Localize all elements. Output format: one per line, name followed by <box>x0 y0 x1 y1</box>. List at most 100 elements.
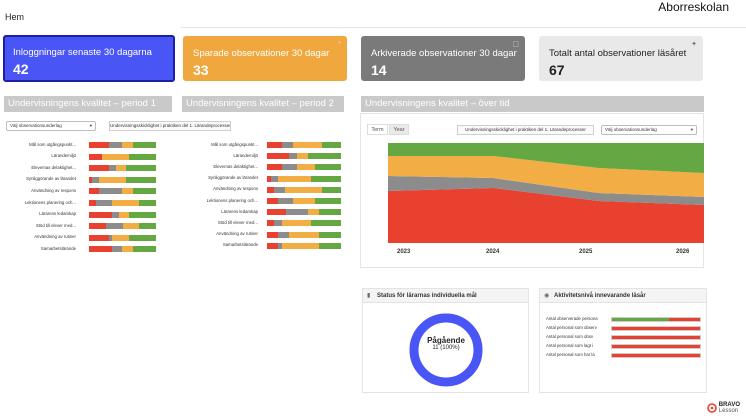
archived-observations-value: 14 <box>371 62 387 78</box>
period2-row-label: Mål som utgångspunkt... <box>211 141 258 147</box>
period2-stacked-bar[interactable] <box>267 231 341 238</box>
saved-observations-card[interactable]: Sparade observationer 30 dagar 33 ◔ <box>183 36 347 81</box>
archived-observations-card[interactable]: Arkiverade observationer 30 dagar 14 ▢ <box>361 36 525 81</box>
period1-observation-select[interactable]: Välj observationsunderlag ▾ <box>6 121 96 131</box>
period1-bar-segment-green <box>129 211 156 218</box>
period1-stacked-bar[interactable] <box>89 234 156 241</box>
period2-row-label: Lärarens ledarskap <box>221 208 258 214</box>
period2-row-label: Användning av rutiner <box>216 231 258 237</box>
activity-row-label: Antal personal som observ <box>546 325 597 330</box>
period1-stacked-bar[interactable] <box>89 176 156 183</box>
goals-center-value: 11 (100%) <box>432 345 460 351</box>
period1-bar-segment-green <box>139 200 156 206</box>
period1-bar-segment-orange <box>112 234 130 241</box>
saved-observations-icon: ◔ <box>336 40 341 47</box>
period2-bar-segment-gray <box>278 242 282 249</box>
period1-bar-segment-orange <box>122 188 133 195</box>
area-series-2[interactable] <box>388 156 704 197</box>
activity-bar[interactable] <box>611 352 701 358</box>
area-series-3[interactable] <box>388 143 704 173</box>
period2-stacked-bar[interactable] <box>267 209 341 216</box>
goals-center-label: Pågående <box>427 336 465 345</box>
period1-row-label: Lärandemiljö <box>51 153 76 159</box>
activity-bar[interactable] <box>611 343 701 349</box>
logo-line1: BRAVO <box>718 402 740 408</box>
period1-bar-segment-green <box>129 234 156 241</box>
period2-row-label: Lektionens planering och... <box>206 197 258 203</box>
period1-stacked-bar[interactable] <box>89 153 156 160</box>
period2-bar-segment-red <box>267 175 271 182</box>
saved-observations-value: 33 <box>193 62 209 78</box>
period1-stacked-bar[interactable] <box>89 188 156 195</box>
period2-bar-segment-orange <box>307 209 319 216</box>
period1-bar-segment-red <box>89 176 93 183</box>
period2-stacked-bar[interactable] <box>267 153 341 160</box>
period2-bar-segment-green <box>315 164 341 171</box>
period2-bar-segment-orange <box>285 186 323 193</box>
activity-bar[interactable] <box>611 316 701 322</box>
period2-bar-segment-red <box>267 153 290 160</box>
activity-bar[interactable] <box>611 334 701 340</box>
period2-header: Undervisningens kvalitet – period 2 <box>182 96 344 112</box>
period1-row-label: Användning av rutiner <box>34 234 76 240</box>
period1-bar-segment-gray <box>109 142 123 148</box>
period2-bar-segment-gray <box>281 164 297 171</box>
period2-bar-segment-red <box>267 198 279 204</box>
period2-bar-segment-orange <box>296 164 316 171</box>
period2-stacked-bar[interactable] <box>267 175 341 182</box>
area-series-0[interactable] <box>388 188 704 243</box>
period1-stacked-bar[interactable] <box>89 223 156 230</box>
tab-term[interactable]: Term <box>367 124 388 135</box>
period2-bar-segment-gray <box>274 186 286 193</box>
goals-progress-ring <box>409 313 483 387</box>
logins-card-value: 42 <box>13 61 29 77</box>
period2-bar-segment-red <box>267 164 282 171</box>
period2-stacked-bar[interactable] <box>267 242 341 249</box>
period2-bar-segment-green <box>307 153 341 160</box>
period2-stacked-bar[interactable] <box>267 164 341 171</box>
activity-bar[interactable] <box>611 325 701 331</box>
total-observations-card[interactable]: Totalt antal observationer läsåret 67 ✦ <box>539 36 703 81</box>
period2-stacked-bar[interactable] <box>267 142 341 148</box>
period2-bar-segment-green <box>318 209 341 216</box>
period2-stacked-bar[interactable] <box>267 198 341 204</box>
period1-bar-segment-gray <box>99 188 123 195</box>
activity-bar-red <box>612 326 700 330</box>
period2-stacked-bar[interactable] <box>267 220 341 227</box>
logins-card[interactable]: Inloggningar senaste 30 dagarna 42 <box>3 35 175 82</box>
period1-criteria-button[interactable]: Undervisningsskicklighet i praktiken del… <box>109 121 231 131</box>
period1-stacked-bar[interactable] <box>89 246 156 253</box>
period2-row-label: Synliggörande av lärandet <box>208 175 258 181</box>
period1-stacked-bar[interactable] <box>89 211 156 218</box>
ring-progress[interactable] <box>409 313 483 387</box>
area-series-1[interactable] <box>388 176 704 205</box>
period1-row-label: Samarbetslärande <box>40 245 76 251</box>
period1-row-label: Stöd till elever med... <box>35 222 76 228</box>
home-link[interactable]: Hem <box>5 12 25 22</box>
period1-bar-segment-red <box>89 246 113 253</box>
chevron-down-icon: ▾ <box>690 127 693 132</box>
period2-bar-segment-red <box>267 242 279 249</box>
period2-bar-segment-orange <box>281 242 319 249</box>
period1-bar-segment-green <box>132 246 156 253</box>
tab-year[interactable]: Year <box>389 124 409 135</box>
overtime-criteria-button[interactable]: Undervisningsskicklighet i praktiken del… <box>457 125 594 135</box>
x-tick-label: 2023 <box>397 249 411 255</box>
period1-stacked-bar[interactable] <box>89 142 156 148</box>
period1-bar-segment-orange <box>112 200 140 206</box>
period2-row-label: Lärandemiljö <box>233 152 258 158</box>
period2-stacked-bar[interactable] <box>267 186 341 193</box>
period2-bar-segment-gray <box>274 220 282 227</box>
logo-line2: Lesson <box>718 408 739 414</box>
period1-bar-segment-gray <box>105 223 123 230</box>
period2-row-label: Elevernas delaktighet... <box>213 163 258 169</box>
period1-row-label: Synliggörande av lärandet <box>26 176 76 182</box>
period1-stacked-bar[interactable] <box>89 200 156 206</box>
period1-bar-segment-red <box>89 200 96 206</box>
overtime-observation-select[interactable]: Välj observationsunderlag ▾ <box>601 125 697 135</box>
period1-header: Undervisningens kvalitet – period 1 <box>4 96 172 112</box>
logo-icon <box>706 403 717 413</box>
period1-select-value: Välj observationsunderlag <box>10 123 62 128</box>
activity-row-label: Antal personal som obsv <box>546 334 594 339</box>
period1-stacked-bar[interactable] <box>89 165 156 172</box>
